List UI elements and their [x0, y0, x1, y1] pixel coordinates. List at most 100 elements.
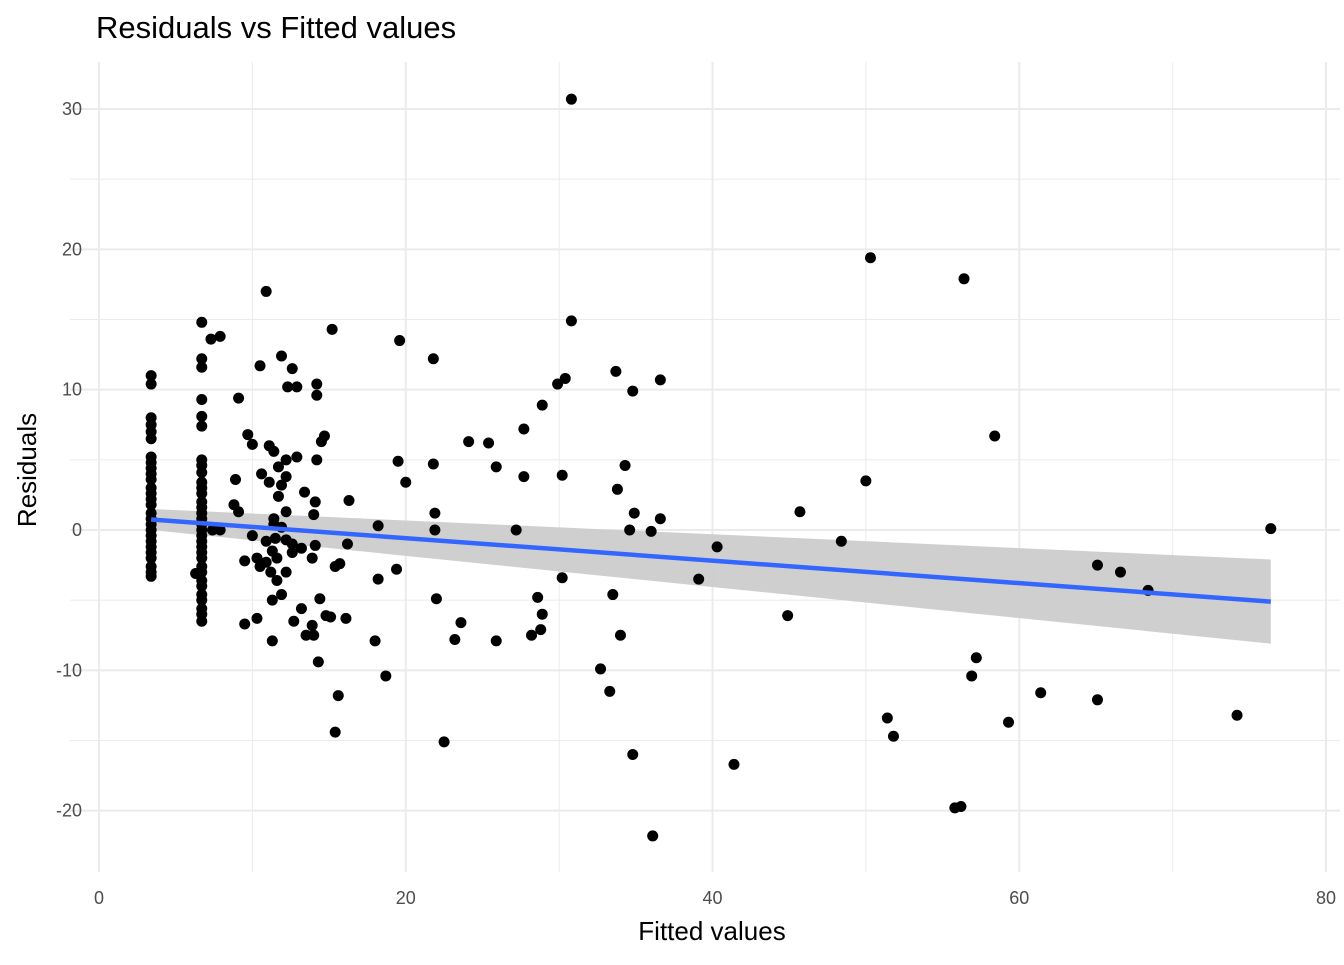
- scatter-point: [276, 479, 288, 491]
- scatter-point: [276, 350, 288, 362]
- scatter-point: [794, 506, 806, 518]
- scatter-point: [864, 252, 876, 264]
- scatter-point: [311, 378, 323, 390]
- scatter-point: [510, 524, 522, 536]
- confidence-band-layer: [151, 508, 1271, 644]
- scatter-point: [196, 316, 208, 328]
- scatter-point: [260, 556, 272, 568]
- scatter-point: [239, 618, 251, 630]
- scatter-point: [196, 393, 208, 405]
- scatter-point: [394, 335, 406, 347]
- scatter-point: [251, 552, 263, 564]
- scatter-point: [196, 353, 208, 365]
- scatter-point: [429, 507, 441, 519]
- confidence-band: [151, 508, 1271, 644]
- scatter-point: [145, 499, 157, 511]
- scatter-point: [306, 552, 318, 564]
- scatter-point: [611, 483, 623, 495]
- scatter-point: [288, 615, 300, 627]
- scatter-point: [268, 445, 280, 457]
- scatter-point: [246, 438, 258, 450]
- scatter-point: [251, 612, 263, 624]
- scatter-point: [230, 473, 242, 485]
- scatter-point: [628, 507, 640, 519]
- scatter-point: [291, 381, 303, 393]
- scatter-point: [265, 566, 277, 578]
- scatter-point: [145, 378, 157, 390]
- scatter-point: [881, 712, 893, 724]
- scatter-point: [565, 315, 577, 327]
- scatter-point: [526, 629, 538, 641]
- scatter-point: [619, 459, 631, 471]
- scatter-point: [645, 525, 657, 537]
- scatter-point: [1035, 687, 1047, 699]
- x-axis-ticks: 0 20 40 60 80: [94, 888, 1336, 908]
- scatter-point: [887, 730, 899, 742]
- scatter-point: [654, 374, 666, 386]
- scatter-point: [286, 546, 298, 558]
- trend-line: [150, 517, 1271, 604]
- scatter-point: [286, 363, 298, 375]
- scatter-point: [256, 468, 268, 480]
- scatter-point: [145, 473, 157, 485]
- scatter-point: [233, 392, 245, 404]
- scatter-point: [311, 389, 323, 401]
- scatter-point: [309, 539, 321, 551]
- scatter-point: [263, 476, 275, 488]
- scatter-point: [145, 552, 157, 564]
- scatter-point: [463, 436, 475, 448]
- scatter-point: [196, 552, 208, 564]
- scatter-point: [329, 726, 341, 738]
- scatter-point: [196, 594, 208, 606]
- scatter-point: [552, 378, 564, 390]
- scatter-point: [532, 591, 544, 603]
- scatter-point: [311, 454, 323, 466]
- scatter-point: [272, 490, 284, 502]
- scatter-point: [536, 399, 548, 411]
- scatter-point: [246, 530, 258, 542]
- scatter-point: [1003, 716, 1015, 728]
- scatter-point: [205, 333, 217, 345]
- scatter-point: [206, 524, 218, 536]
- scatter-point: [280, 471, 292, 483]
- scatter-point: [266, 594, 278, 606]
- scatter-point: [308, 629, 320, 641]
- scatter-point: [556, 469, 568, 481]
- scatter-point: [595, 663, 607, 675]
- scatter-point: [989, 430, 1001, 442]
- scatter-point: [483, 437, 495, 449]
- scatter-point: [429, 524, 441, 536]
- scatter-point: [314, 593, 326, 605]
- chart-title: Residuals vs Fitted values: [96, 10, 457, 45]
- scatter-point: [1265, 523, 1277, 535]
- scatter-point: [312, 656, 324, 668]
- trend-line-layer: [150, 517, 1271, 604]
- scatter-point: [196, 580, 208, 592]
- x-tick-label: 40: [702, 888, 722, 908]
- scatter-point: [239, 555, 251, 567]
- scatter-point: [269, 532, 281, 544]
- scatter-point: [535, 624, 547, 636]
- y-tick-label: 10: [62, 380, 82, 400]
- scatter-point: [1114, 566, 1126, 578]
- scatter-point: [627, 385, 639, 397]
- x-tick-label: 60: [1009, 888, 1029, 908]
- scatter-point: [286, 538, 298, 550]
- scatter-point: [145, 570, 157, 582]
- scatter-point: [271, 552, 283, 564]
- scatter-point: [970, 652, 982, 664]
- scatter-point: [341, 538, 353, 550]
- scatter-point: [295, 542, 307, 554]
- scatter-point: [308, 509, 320, 521]
- y-tick-label: 20: [62, 239, 82, 259]
- scatter-point: [271, 575, 283, 587]
- scatter-point: [372, 520, 384, 532]
- y-tick-label: 30: [62, 99, 82, 119]
- scatter-point: [332, 690, 344, 702]
- scatter-point: [295, 603, 307, 615]
- scatter-point: [196, 361, 208, 373]
- scatter-point: [196, 410, 208, 422]
- scatter-point: [233, 506, 245, 518]
- scatter-point: [604, 685, 616, 697]
